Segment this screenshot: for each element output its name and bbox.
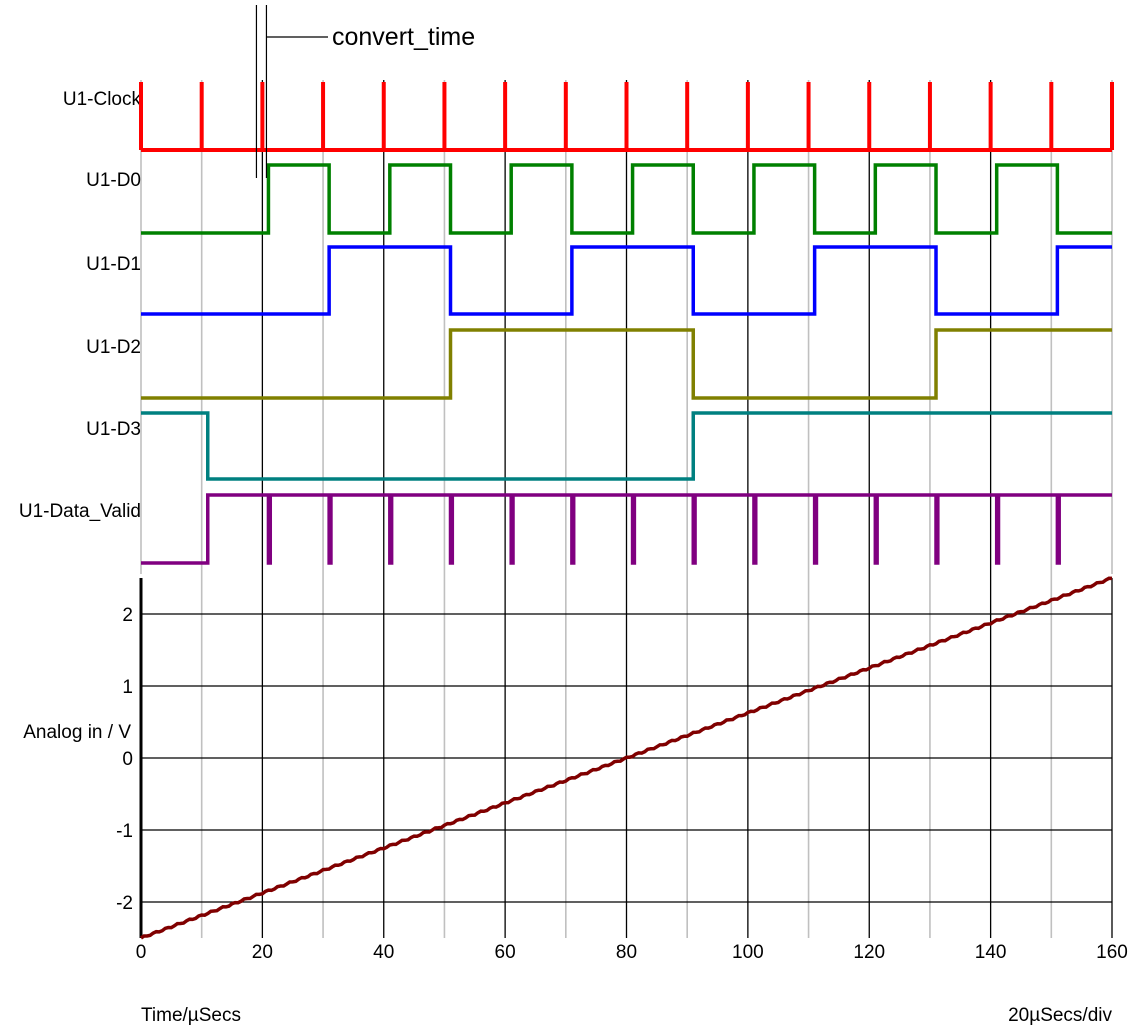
x-tick-label: 80	[616, 942, 637, 963]
x-tick-label: 160	[1096, 942, 1128, 963]
clock-trace	[139, 82, 1114, 152]
y-tick-label: -2	[116, 893, 133, 914]
x-tick-label: 40	[373, 942, 394, 963]
y-tick-label: 2	[122, 605, 133, 626]
y-axis-label: Analog in / V	[23, 722, 131, 743]
annotation-label: convert_time	[332, 23, 475, 51]
signal-u1-d3: U1-D3	[86, 411, 1112, 481]
y-tick-label: -1	[116, 821, 133, 842]
time-scale-label: 20µSecs/div	[1008, 1005, 1112, 1026]
signal-trace	[141, 245, 1112, 316]
signal-label: U1-Clock	[63, 89, 142, 110]
x-tick-label: 140	[975, 942, 1007, 963]
signal-u1-data-valid: U1-Data_Valid	[19, 493, 1112, 565]
signal-label: U1-Data_Valid	[19, 501, 141, 522]
signal-label: U1-D1	[86, 254, 141, 275]
signal-trace	[141, 328, 1112, 400]
time-axis-label: Time/µSecs	[141, 1005, 241, 1026]
analog-trace	[140, 576, 1113, 940]
x-tick-label: 0	[136, 942, 147, 963]
signal-u1-clock: U1-Clock	[63, 82, 1114, 152]
x-tick-label: 120	[853, 942, 885, 963]
convert-time-annotation: convert_time	[255, 5, 475, 178]
signal-label: U1-D3	[86, 419, 141, 440]
digital-signals: U1-Clock U1-D0 U1-D1 U1-D2 U1-D3 U1-Data_Vali…	[19, 82, 1114, 565]
x-tick-label: 100	[732, 942, 764, 963]
signal-u1-d1: U1-D1	[86, 245, 1112, 316]
y-tick-label: 1	[122, 677, 133, 698]
signal-u1-d2: U1-D2	[86, 328, 1112, 400]
grid-layer	[139, 80, 1113, 938]
signal-trace	[141, 411, 1112, 481]
signal-label: U1-D0	[86, 170, 141, 191]
signal-label: U1-D2	[86, 337, 141, 358]
signal-u1-d0: U1-D0	[86, 163, 1112, 235]
signal-trace	[141, 493, 1112, 565]
signal-trace	[141, 163, 1112, 235]
x-tick-label: 60	[495, 942, 516, 963]
y-tick-label: 0	[122, 749, 133, 770]
x-tick-label: 20	[252, 942, 273, 963]
